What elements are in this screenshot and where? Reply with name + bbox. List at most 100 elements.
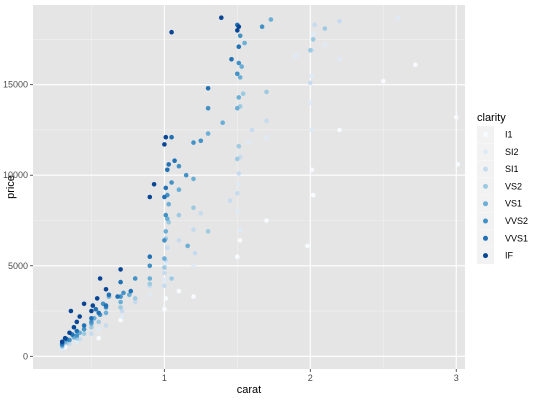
data-points: [59, 15, 461, 352]
data-point-vvs2: [259, 24, 265, 30]
data-point-i1: [413, 62, 418, 68]
data-point-vs1: [220, 120, 225, 125]
data-point-si1: [89, 331, 94, 337]
data-point-si2: [395, 15, 401, 20]
data-point-i1: [163, 296, 169, 301]
data-point-si2: [309, 73, 315, 78]
data-point-i1: [305, 243, 310, 249]
data-point-vvs2: [89, 319, 94, 325]
legend-key-if: [483, 253, 488, 259]
data-point-vvs1: [166, 162, 171, 167]
data-point-i1: [337, 127, 342, 133]
legend-label: SI1: [505, 164, 519, 174]
data-point-si2: [308, 100, 313, 106]
legend-label: SI2: [505, 147, 519, 157]
data-point-vvs1: [103, 303, 109, 308]
legend-key-vs1: [483, 201, 488, 207]
data-point-si1: [264, 118, 269, 124]
data-point-vs2: [308, 48, 313, 53]
data-point-vvs2: [205, 105, 211, 111]
data-point-vvs2: [162, 238, 167, 243]
legend: clarity I1 SI2 SI1 VS2 VS1 VVS2 VVS1 IF: [477, 112, 528, 265]
data-point-si1: [176, 238, 182, 243]
data-point-si1: [103, 323, 109, 328]
data-point-vs1: [103, 310, 109, 316]
y-tick-label: 0: [23, 351, 28, 361]
data-point-si2: [237, 227, 243, 232]
data-point-vvs2: [236, 60, 242, 66]
data-point-vs1: [165, 216, 170, 221]
data-point-si1: [308, 80, 313, 86]
data-point-si1: [119, 308, 125, 314]
legend-label: VVS1: [505, 233, 528, 243]
data-point-if: [67, 330, 72, 336]
legend-key-i1: [483, 132, 488, 137]
data-point-vvs1: [74, 328, 80, 334]
y-tick-label: 10000: [3, 170, 28, 180]
data-point-si2: [96, 326, 101, 332]
data-point-if: [77, 314, 82, 319]
data-point-vvs2: [237, 33, 243, 39]
data-point-vs1: [163, 229, 169, 234]
data-point-vs1: [185, 243, 190, 249]
data-point-vs1: [236, 95, 242, 100]
data-point-si2: [246, 140, 252, 145]
data-point-si2: [119, 314, 125, 319]
data-point-si2: [293, 53, 299, 58]
data-point-vs1: [205, 131, 211, 136]
data-point-i1: [381, 78, 386, 84]
x-tick-label: 2: [308, 373, 313, 383]
data-point-si2: [163, 261, 169, 267]
data-point-i1: [235, 254, 240, 259]
data-point-si1: [198, 211, 204, 216]
data-point-vvs2: [183, 172, 189, 178]
data-point-si1: [165, 245, 170, 250]
legend-label: IF: [505, 251, 514, 261]
data-point-i1: [176, 288, 182, 294]
legend-label: VVS2: [505, 216, 528, 226]
data-point-if: [118, 267, 123, 272]
legend-label: I1: [505, 130, 513, 140]
data-point-vs2: [205, 229, 211, 234]
legend-label: VS1: [505, 199, 522, 209]
data-point-i1: [237, 238, 243, 243]
data-point-vs2: [89, 325, 94, 330]
data-point-vvs1: [115, 294, 120, 299]
data-point-si2: [147, 292, 153, 298]
y-tick-label: 5000: [8, 261, 28, 271]
data-point-i1: [310, 192, 316, 198]
data-point-si1: [192, 250, 198, 256]
data-point-vvs1: [229, 57, 234, 62]
data-point-vvs1: [163, 185, 169, 191]
data-point-si2: [162, 278, 167, 283]
data-point-vs2: [166, 220, 171, 225]
data-point-i1: [162, 306, 167, 312]
data-point-si1: [132, 299, 138, 305]
data-point-si1: [162, 283, 167, 289]
data-point-if: [236, 24, 242, 30]
data-point-vvs1: [172, 158, 177, 163]
data-point-si2: [191, 263, 196, 269]
data-point-if: [169, 29, 174, 35]
data-point-if: [71, 325, 77, 330]
legend-title: clarity: [477, 112, 506, 124]
data-point-if: [147, 194, 153, 200]
data-point-si2: [309, 127, 315, 133]
data-point-vs2: [81, 331, 87, 337]
data-point-vvs1: [106, 292, 112, 298]
data-point-vvs1: [81, 323, 87, 328]
data-point-i1: [118, 317, 123, 323]
data-point-si1: [236, 171, 242, 176]
data-point-if: [103, 287, 109, 292]
data-point-vs2: [240, 91, 246, 96]
data-point-vs1: [191, 176, 196, 182]
data-point-si1: [191, 227, 196, 232]
data-point-i1: [455, 162, 461, 167]
data-point-vvs2: [121, 290, 126, 296]
data-point-vs2: [235, 156, 240, 162]
data-point-vvs1: [162, 194, 167, 200]
data-point-vs2: [310, 37, 316, 42]
data-point-vvs2: [147, 263, 153, 269]
data-point-vvs2: [198, 138, 204, 144]
